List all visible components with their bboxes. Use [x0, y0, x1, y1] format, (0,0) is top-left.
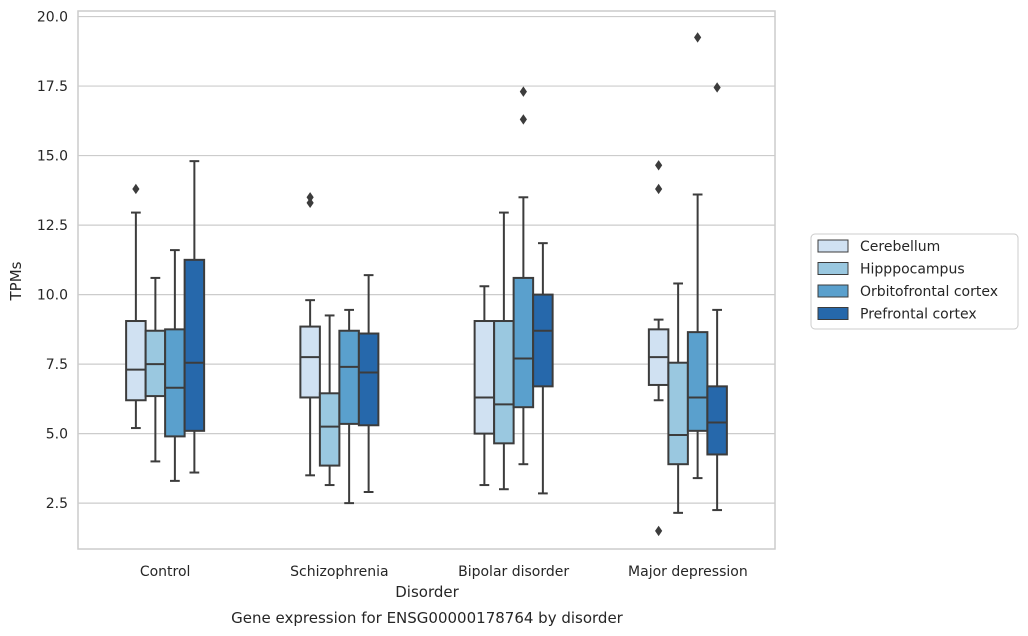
x-tick-label: Schizophrenia [290, 564, 388, 580]
box-cerebellum [647, 160, 670, 537]
legend-label: Hipppocampus [860, 262, 965, 278]
box-hipppocampus [667, 282, 689, 514]
y-axis-label: TPMs [7, 261, 25, 301]
outlier-point [655, 160, 663, 171]
box-prefrontal-cortex [706, 82, 728, 512]
legend-swatch [817, 239, 849, 253]
outlier-point [655, 525, 663, 537]
y-tick-label: 2.5 [46, 496, 68, 512]
box-cerebellum [299, 192, 321, 477]
box-body [357, 332, 380, 427]
legend-label: Cerebellum [860, 239, 940, 255]
legend-swatch [817, 262, 849, 275]
y-tick-labels: 2.5 5.0 7.5 10.0 12.5 15.0 17.5 20.0 [37, 10, 68, 513]
outlier-point [713, 82, 721, 93]
y-tick-label: 20.0 [37, 10, 68, 26]
box-body [706, 385, 728, 456]
x-tick-labels: Control Schizophrenia Bipolar disorder Majo… [140, 564, 748, 580]
y-tick-label: 15.0 [37, 149, 68, 165]
box-hipppocampus [144, 276, 167, 463]
box-body [125, 320, 147, 402]
outlier-point [132, 183, 140, 195]
box-hipppocampus [318, 314, 341, 487]
y-tick-label: 10.0 [37, 288, 68, 304]
legend-frame [810, 233, 1019, 330]
x-tick-label: Major depression [628, 564, 748, 580]
box-cerebellum [125, 183, 147, 430]
box-body [532, 293, 554, 388]
outlier-point [519, 114, 527, 125]
legend-swatch [817, 307, 849, 320]
x-tick-label: Control [140, 564, 191, 580]
box-body [318, 392, 341, 467]
plot-frame [77, 10, 776, 550]
legend: Cerebellum Hipppocampus Orbitofrontal cort… [810, 233, 1019, 330]
box-body [512, 276, 535, 409]
box-body [686, 331, 709, 432]
box-groups [125, 32, 728, 537]
box-body [183, 258, 206, 432]
x-tick-label: Bipolar disorder [458, 564, 569, 580]
y-tick-label: 12.5 [37, 218, 68, 234]
box-orbitofrontal-cortex [686, 32, 709, 480]
box-prefrontal-cortex [357, 274, 380, 494]
legend-label: Prefrontal cortex [860, 307, 977, 323]
legend-swatch [817, 284, 849, 298]
box-prefrontal-cortex [183, 160, 206, 474]
box-body [667, 361, 689, 466]
outlier-point [306, 192, 314, 203]
box-body [338, 329, 360, 425]
outlier-point [655, 183, 663, 195]
box-body [493, 320, 515, 445]
y-tick-label: 17.5 [37, 79, 68, 95]
box-prefrontal-cortex [532, 242, 554, 495]
outlier-point [306, 197, 314, 209]
x-axis-label: Disorder [395, 583, 459, 601]
outlier-point [519, 86, 527, 97]
outlier-point [694, 32, 702, 43]
legend-label: Orbitofrontal cortex [860, 284, 998, 300]
y-tick-label: 7.5 [46, 357, 68, 373]
box-body [164, 328, 186, 438]
box-body [473, 320, 496, 435]
box-orbitofrontal-cortex [338, 308, 360, 505]
y-tick-label: 5.0 [46, 427, 68, 443]
box-body [299, 325, 321, 399]
chart-title: Gene expression for ENSG00000178764 by d… [231, 609, 624, 627]
